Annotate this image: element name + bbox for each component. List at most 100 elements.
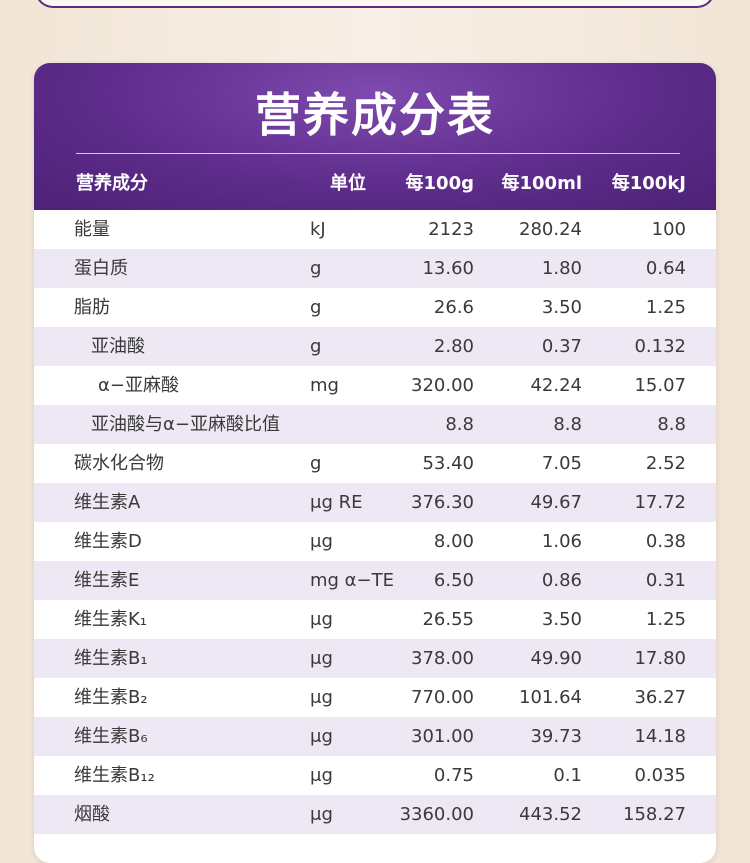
- table-row: 亚油酸与α−亚麻酸比值 8.8 8.8 8.8: [34, 405, 716, 444]
- value-per100ml: 49.90: [530, 648, 582, 669]
- top-frame-edge: [35, 0, 715, 8]
- nutrient-unit: mg α−TE: [310, 570, 394, 591]
- value-per100ml: 7.05: [541, 453, 582, 474]
- table-row: 蛋白质 g 13.60 1.80 0.64: [34, 249, 716, 288]
- value-per100ml: 443.52: [519, 804, 582, 825]
- nutrient-name: 能量: [74, 219, 110, 240]
- value-per100kj: 1.25: [645, 297, 686, 318]
- table-row: 维生素K₁ μg 26.55 3.50 1.25: [34, 600, 716, 639]
- nutrient-unit: g: [310, 453, 322, 474]
- nutrient-unit: μg: [310, 531, 333, 552]
- value-per100g: 8.8: [445, 414, 474, 435]
- value-per100g: 770.00: [411, 687, 474, 708]
- value-per100ml: 3.50: [541, 609, 582, 630]
- value-per100kj: 8.8: [657, 414, 686, 435]
- value-per100kj: 158.27: [623, 804, 686, 825]
- value-per100kj: 0.132: [634, 336, 686, 357]
- nutrient-unit: μg: [310, 648, 333, 669]
- nutrient-name: 亚油酸: [91, 336, 145, 357]
- nutrient-name: 维生素B₁₂: [74, 765, 155, 786]
- value-per100ml: 0.86: [541, 570, 582, 591]
- table-row: 维生素E mg α−TE 6.50 0.86 0.31: [34, 561, 716, 600]
- nutrient-unit: μg RE: [310, 492, 363, 513]
- table-row: 能量 kJ 2123 280.24 100: [34, 210, 716, 249]
- nutrient-name: 蛋白质: [74, 258, 128, 279]
- value-per100ml: 1.80: [541, 258, 582, 279]
- value-per100g: 26.6: [433, 297, 474, 318]
- value-per100g: 3360.00: [399, 804, 474, 825]
- table-row: 亚油酸 g 2.80 0.37 0.132: [34, 327, 716, 366]
- value-per100ml: 0.1: [553, 765, 582, 786]
- nutrient-name: 维生素E: [74, 570, 140, 591]
- nutrient-name: 碳水化合物: [74, 453, 164, 474]
- nutrition-table-body: 能量 kJ 2123 280.24 100 蛋白质 g 13.60 1.80 0.64 脂肪 g 26.…: [34, 210, 716, 834]
- top-decor-strip: [0, 0, 750, 8]
- nutrient-unit: μg: [310, 804, 333, 825]
- table-row: 维生素D μg 8.00 1.06 0.38: [34, 522, 716, 561]
- value-per100g: 2123: [428, 219, 474, 240]
- table-row: 维生素B₂ μg 770.00 101.64 36.27: [34, 678, 716, 717]
- nutrient-name: α−亚麻酸: [98, 375, 179, 396]
- value-per100g: 26.55: [422, 609, 474, 630]
- col-header-per100ml: 每100ml: [501, 173, 583, 194]
- table-row: 脂肪 g 26.6 3.50 1.25: [34, 288, 716, 327]
- value-per100kj: 0.38: [645, 531, 686, 552]
- value-per100g: 8.00: [433, 531, 474, 552]
- table-row: 烟酸 μg 3360.00 443.52 158.27: [34, 795, 716, 834]
- nutrient-unit: g: [310, 258, 322, 279]
- value-per100ml: 280.24: [519, 219, 582, 240]
- value-per100kj: 0.31: [645, 570, 686, 591]
- nutrient-name: 维生素A: [74, 492, 141, 513]
- card-header: 营养成分表 营养成分 单位 每100g 每100ml 每100kJ: [34, 63, 716, 210]
- value-per100kj: 17.80: [634, 648, 686, 669]
- col-header-per100kj: 每100kJ: [611, 173, 686, 194]
- value-per100ml: 8.8: [553, 414, 582, 435]
- nutrient-name: 脂肪: [74, 297, 110, 318]
- value-per100ml: 49.67: [530, 492, 582, 513]
- table-row: 维生素B₆ μg 301.00 39.73 14.18: [34, 717, 716, 756]
- table-row: α−亚麻酸 mg 320.00 42.24 15.07: [34, 366, 716, 405]
- nutrition-card: 营养成分表 营养成分 单位 每100g 每100ml 每100kJ 能量 kJ 21…: [34, 63, 716, 863]
- nutrient-name: 维生素K₁: [74, 609, 148, 630]
- value-per100ml: 1.06: [541, 531, 582, 552]
- value-per100ml: 0.37: [541, 336, 582, 357]
- nutrient-unit: μg: [310, 687, 333, 708]
- col-header-per100g: 每100g: [405, 173, 474, 194]
- col-header-unit: 单位: [330, 173, 366, 194]
- nutrient-unit: μg: [310, 765, 333, 786]
- nutrient-unit: μg: [310, 609, 333, 630]
- table-row: 维生素B₁ μg 378.00 49.90 17.80: [34, 639, 716, 678]
- value-per100g: 301.00: [411, 726, 474, 747]
- value-per100kj: 15.07: [634, 375, 686, 396]
- table-row: 碳水化合物 g 53.40 7.05 2.52: [34, 444, 716, 483]
- value-per100g: 0.75: [433, 765, 474, 786]
- value-per100ml: 101.64: [519, 687, 582, 708]
- value-per100kj: 17.72: [634, 492, 686, 513]
- value-per100ml: 39.73: [530, 726, 582, 747]
- value-per100kj: 0.64: [645, 258, 686, 279]
- value-per100ml: 3.50: [541, 297, 582, 318]
- table-row: 维生素B₁₂ μg 0.75 0.1 0.035: [34, 756, 716, 795]
- nutrient-unit: g: [310, 297, 322, 318]
- value-per100g: 13.60: [422, 258, 474, 279]
- value-per100g: 6.50: [433, 570, 474, 591]
- value-per100kj: 1.25: [645, 609, 686, 630]
- value-per100g: 378.00: [411, 648, 474, 669]
- table-row: 维生素A μg RE 376.30 49.67 17.72: [34, 483, 716, 522]
- title-divider: [76, 153, 680, 154]
- value-per100kj: 14.18: [634, 726, 686, 747]
- value-per100g: 320.00: [411, 375, 474, 396]
- nutrient-name: 维生素D: [74, 531, 142, 552]
- page-title: 营养成分表: [255, 88, 495, 142]
- nutrient-unit: g: [310, 336, 322, 357]
- nutrient-name: 烟酸: [74, 804, 110, 825]
- col-header-name: 营养成分: [76, 173, 148, 194]
- value-per100g: 376.30: [411, 492, 474, 513]
- nutrient-name: 维生素B₁: [74, 648, 148, 669]
- value-per100g: 53.40: [422, 453, 474, 474]
- value-per100g: 2.80: [433, 336, 474, 357]
- nutrient-name: 维生素B₆: [74, 726, 148, 747]
- value-per100ml: 42.24: [530, 375, 582, 396]
- value-per100kj: 36.27: [634, 687, 686, 708]
- nutrient-unit: kJ: [310, 219, 326, 240]
